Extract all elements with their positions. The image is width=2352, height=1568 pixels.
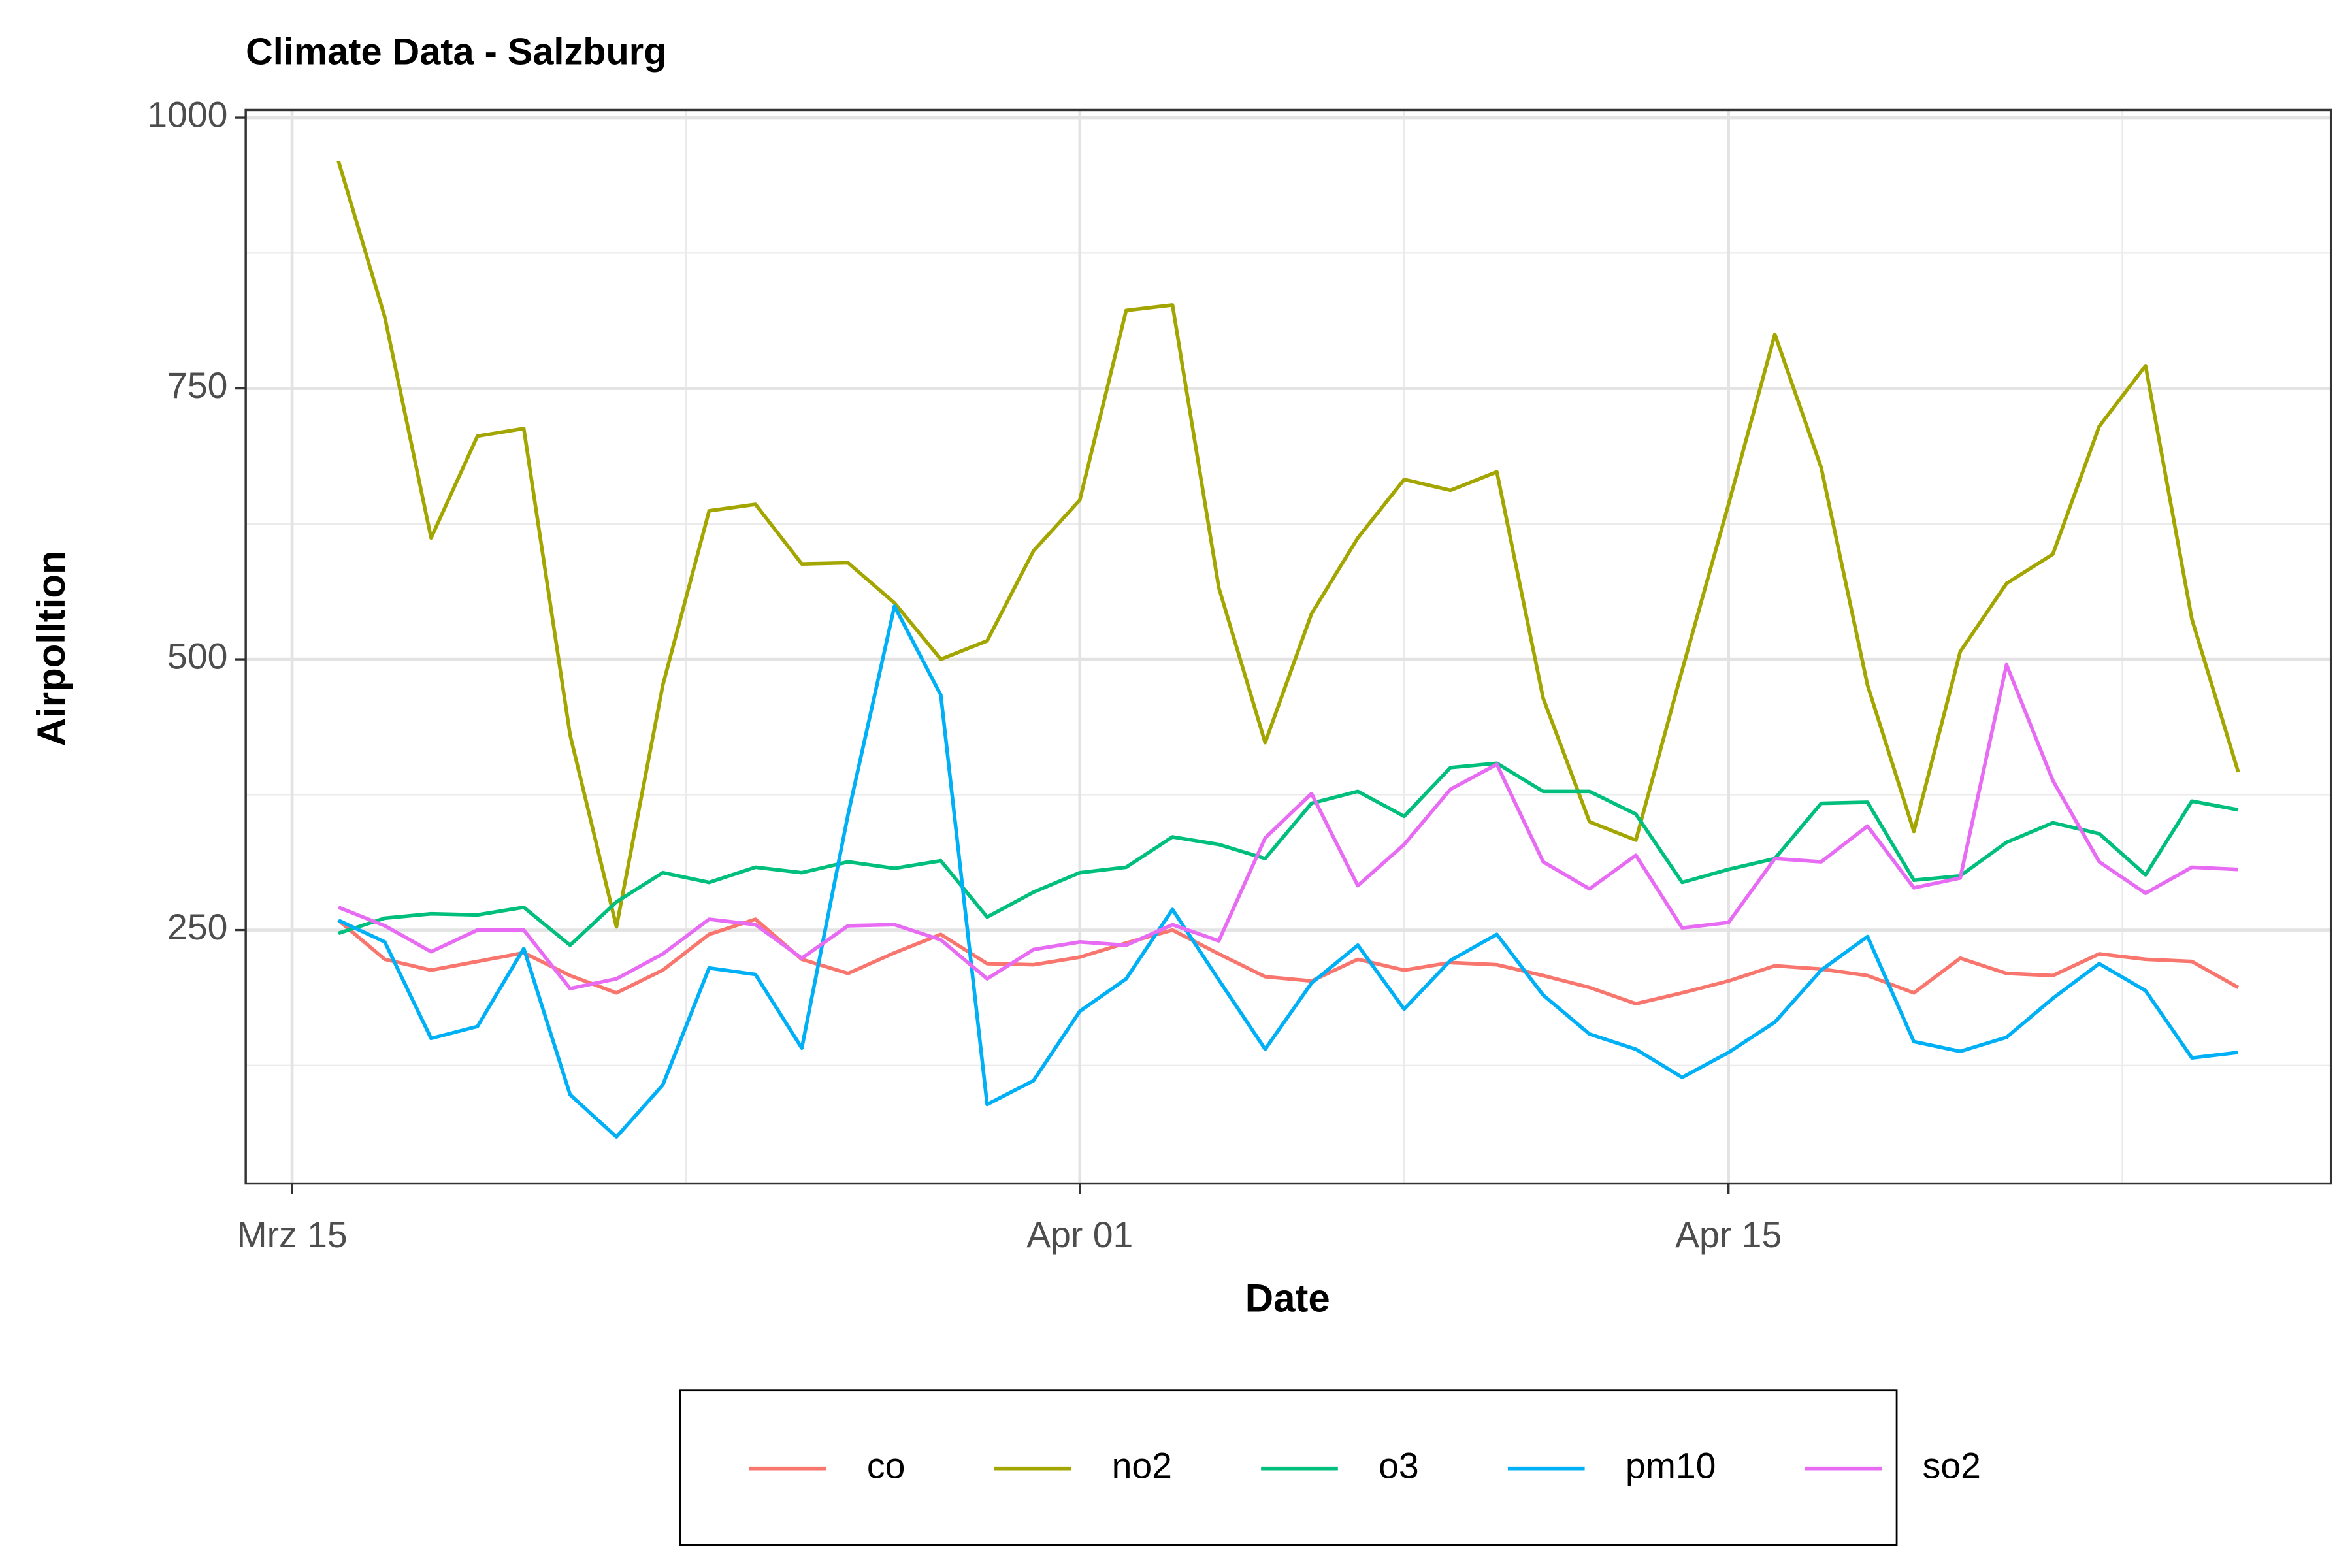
chart-title: Climate Data - Salzburg <box>246 31 666 73</box>
legend-label: o3 <box>1379 1445 1419 1486</box>
series-line <box>337 917 2240 1006</box>
y-tick-label: 500 <box>167 636 227 677</box>
legend-label: so2 <box>1923 1445 1981 1486</box>
x-tick-label: Apr 15 <box>1675 1215 1782 1255</box>
series-line <box>336 160 2240 929</box>
y-tick-label: 750 <box>167 365 227 406</box>
series-line <box>337 662 2238 990</box>
x-tick-label: Mrz 15 <box>237 1215 347 1255</box>
x-axis-title: Date <box>1245 1276 1330 1320</box>
legend-label: co <box>867 1445 905 1486</box>
axes: 250 500 750 1000 Mrz 15 Apr 01 Apr 15 <box>147 95 1782 1256</box>
series-line <box>337 604 2239 1139</box>
panel-border <box>244 108 2332 1185</box>
y-tick-label: 250 <box>167 907 227 947</box>
series-line <box>338 761 2239 947</box>
legend-label: pm10 <box>1625 1445 1716 1486</box>
y-axis-title: Airpolltion <box>29 550 73 746</box>
grid <box>246 110 2331 1184</box>
lines <box>336 160 2240 1139</box>
x-tick-label: Apr 01 <box>1026 1215 1133 1255</box>
legend-label: no2 <box>1112 1445 1172 1486</box>
y-tick-label: 1000 <box>147 95 227 135</box>
legend: co no2 o3 pm10 so2 <box>749 1445 1981 1486</box>
